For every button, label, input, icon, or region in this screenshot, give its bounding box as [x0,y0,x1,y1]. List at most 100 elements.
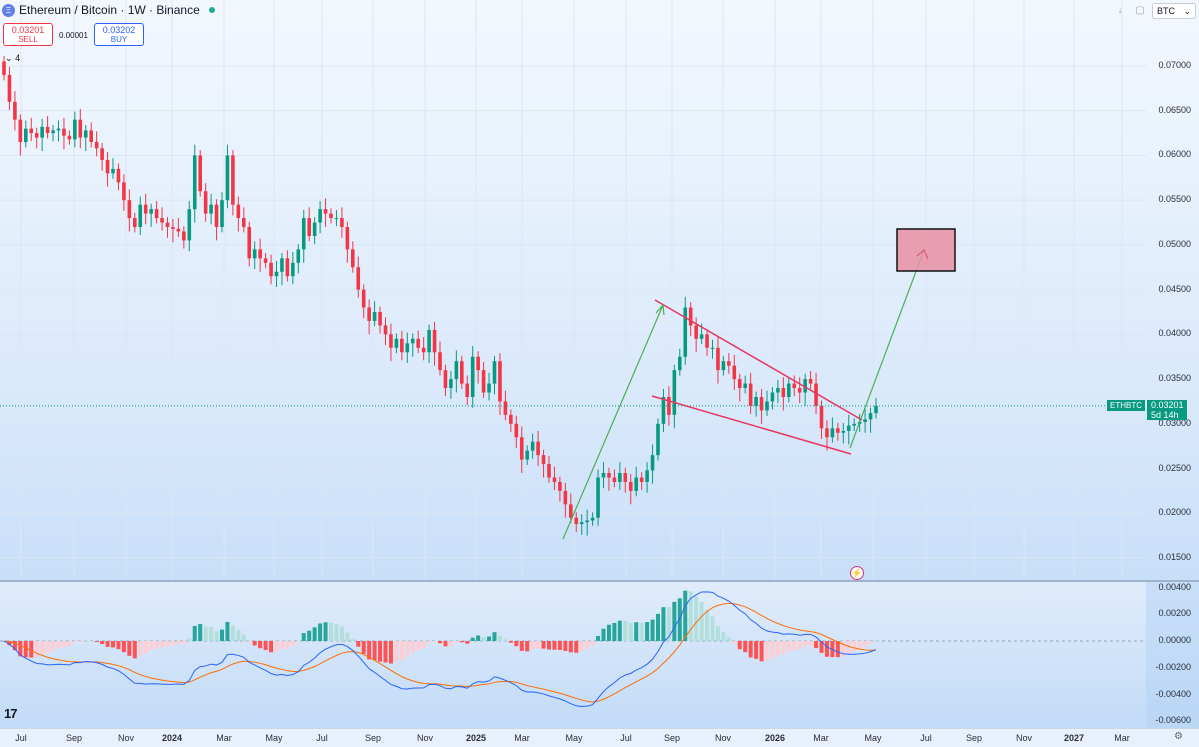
macd-histogram-bar [508,641,513,643]
gear-icon[interactable]: ⚙ [1174,731,1183,742]
macd-histogram-bar [557,641,562,650]
candle-body [498,361,502,402]
candle-body [656,423,660,456]
macd-histogram-bar [192,626,197,641]
macd-histogram-bar [138,641,143,656]
candle-body [312,222,317,236]
candle-body [203,191,208,214]
indicators-count: 4 [15,53,21,63]
price-scale[interactable]: 0.07000 0.06500 0.06000 0.05500 0.05000 0.045… [1146,0,1199,580]
macd-histogram-bar [252,641,257,646]
pane-divider[interactable] [0,580,1199,582]
candle-body [492,361,497,384]
macd-histogram-bar [808,641,813,646]
candle-body [367,307,371,321]
macd-scale[interactable]: 0.00400 0.00200 0.00000 -0.00200 -0.00400 -0.… [1146,582,1199,728]
candle-body [171,227,175,229]
fullscreen-icon[interactable]: ▢ [1135,4,1145,16]
buy-label: BUY [110,35,128,44]
candle-body [569,504,573,518]
candle-body [628,481,633,491]
macd-histogram-bar [459,641,464,643]
price-scale-label: 0.06000 [1158,149,1191,160]
macd-histogram-bar [841,641,846,657]
candle-body [73,119,77,140]
macd-histogram-bar [432,641,437,642]
price-scale-label: 0.03500 [1158,373,1191,384]
candle-body [247,227,252,259]
bar-countdown: 5d 14h [1151,410,1179,420]
lightning-icon[interactable]: ⚡ [850,566,864,580]
sell-button[interactable]: 0.03201 SELL [3,23,53,46]
sell-price: 0.03201 [11,25,45,35]
download-icon[interactable]: ↓ [1117,4,1123,16]
macd-histogram-bar [792,641,797,650]
macd-histogram-bar [454,641,459,642]
target-arrow-head [916,249,929,260]
macd-histogram-bar [721,631,726,641]
macd-histogram-bar [547,641,551,650]
time-axis-label: Nov [117,733,135,743]
macd-histogram-bar [590,641,595,646]
macd-histogram-bar [203,626,208,641]
macd-histogram-bar [824,641,829,657]
candle-body [100,148,104,160]
macd-histogram-bar [476,635,481,641]
candle-body [83,130,88,138]
macd-scale-label: 0.00400 [1158,582,1191,592]
macd-histogram-bar [94,641,99,642]
candle-body [258,249,262,259]
candle-body [694,325,698,339]
macd-histogram-bar [405,641,410,657]
macd-histogram-bar [503,639,508,641]
candle-body [721,361,726,371]
buy-button[interactable]: 0.03202 BUY [94,23,144,46]
candle-body [329,213,333,219]
macd-histogram-bar [220,629,224,641]
candle-body [182,231,186,241]
currency-select[interactable]: BTC ⌄ [1152,3,1196,19]
symbol-title[interactable]: Ethereum / Bitcoin · 1W · Binance [19,3,200,17]
candle-body [45,126,50,134]
macd-histogram-bar [705,609,710,641]
macd-histogram-bar [617,620,622,641]
chevron-down-icon: ⌄ [5,53,13,63]
toolbar-right: ↓ ▢ [1113,3,1147,17]
candle-body [192,155,197,210]
candle-body [378,312,382,326]
time-axis-label: Nov [714,733,732,743]
candle-body [307,218,311,236]
tradingview-logo-icon[interactable]: 17 [4,706,18,721]
macd-histogram-bar [296,641,301,642]
macd-histogram-bar [846,641,851,654]
candle-body [383,325,388,335]
candle-body [814,383,818,406]
main-price-chart[interactable] [0,0,1146,580]
candle-body [634,477,638,491]
candle-body [225,155,230,201]
candle-body [323,209,328,214]
candle-body [116,168,121,183]
candle-body [154,209,159,219]
candle-body [356,267,361,290]
uptrend-arrow-line [562,304,664,540]
candle-body [405,343,410,353]
time-axis[interactable]: Jul Sep Nov 2024 Mar May Jul Sep Nov 2025 Mar May Ju… [0,728,1199,747]
candle-body [127,200,132,219]
candle-body [133,218,137,228]
candle-body [220,200,224,228]
price-scale-label: 0.06500 [1158,104,1191,115]
macd-histogram-bar [519,641,524,651]
macd-histogram-bar [803,641,808,647]
macd-histogram-bar [754,641,759,659]
macd-histogram-bar [301,633,306,641]
macd-histogram-bar [378,641,383,662]
candle-body [427,329,431,353]
macd-indicator-pane[interactable] [0,582,1146,728]
candle-body [340,218,344,228]
candle-body [67,135,72,140]
indicators-toggle[interactable]: ⌄ 4 [5,53,20,64]
chevron-down-icon: ⌄ [1183,5,1191,16]
macd-histogram-bar [536,641,541,649]
candle-body [443,370,448,389]
